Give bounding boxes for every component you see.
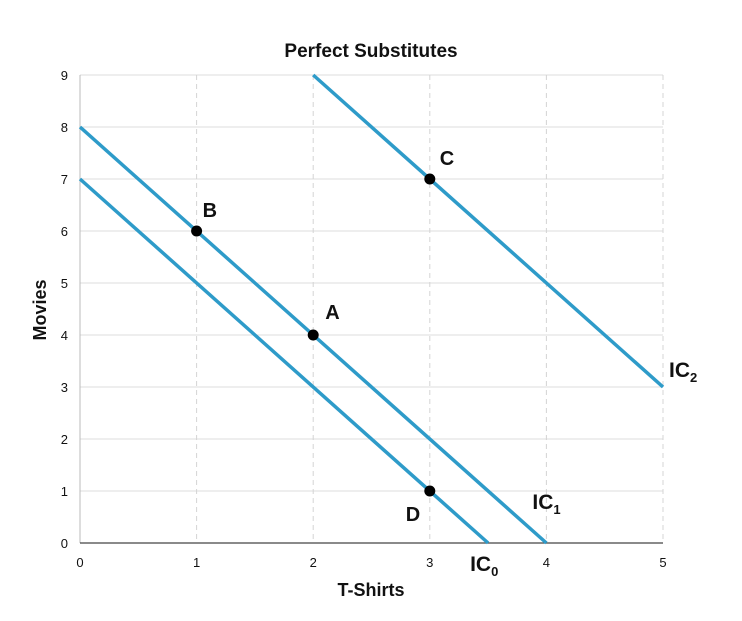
- curve-label-name: IC: [669, 359, 690, 382]
- y-tick-label: 5: [61, 276, 68, 291]
- data-point: [424, 485, 436, 497]
- y-tick-label: 0: [61, 536, 68, 551]
- y-tick-label: 3: [61, 380, 68, 395]
- y-tick-label: 4: [61, 328, 68, 343]
- series-lines: [78, 73, 665, 545]
- x-tick-label: 4: [543, 555, 550, 570]
- indifference-curve-line: [78, 177, 490, 545]
- point-label: B: [203, 200, 217, 222]
- data-point: [424, 173, 436, 185]
- y-tick-label: 1: [61, 484, 68, 499]
- point-label: A: [325, 302, 339, 324]
- curve-label: IC1: [532, 491, 560, 517]
- data-point: [191, 225, 203, 237]
- x-tick-label: 0: [76, 555, 83, 570]
- x-tick-label: 1: [193, 555, 200, 570]
- point-label: D: [406, 504, 420, 526]
- x-tick-label: 5: [659, 555, 666, 570]
- curve-label-name: IC: [532, 491, 553, 514]
- axes: 0 1 2 3 4 5 6 7 8 9 0 1 2 3 4 5: [61, 68, 667, 570]
- y-tick-label: 7: [61, 172, 68, 187]
- indifference-curve-line: [312, 73, 665, 389]
- x-tick-label: 3: [426, 555, 433, 570]
- curve-label: IC0: [470, 553, 498, 579]
- curve-label-name: IC: [470, 553, 491, 576]
- points: [191, 173, 436, 497]
- curve-label-subscript: 1: [553, 502, 560, 517]
- x-axis-label: T-Shirts: [337, 580, 404, 600]
- curve-label-subscript: 0: [491, 564, 498, 579]
- x-tick-label: 2: [310, 555, 317, 570]
- data-point: [307, 329, 319, 341]
- curve-label-subscript: 2: [690, 370, 697, 385]
- y-tick-label: 8: [61, 120, 68, 135]
- curve-label: IC2: [669, 359, 697, 385]
- point-label: C: [440, 148, 454, 170]
- y-tick-label: 6: [61, 224, 68, 239]
- y-tick-label: 2: [61, 432, 68, 447]
- chart-title: Perfect Substitutes: [284, 41, 457, 62]
- y-axis-label: Movies: [30, 279, 50, 340]
- grid: [80, 74, 664, 543]
- y-tick-label: 9: [61, 68, 68, 83]
